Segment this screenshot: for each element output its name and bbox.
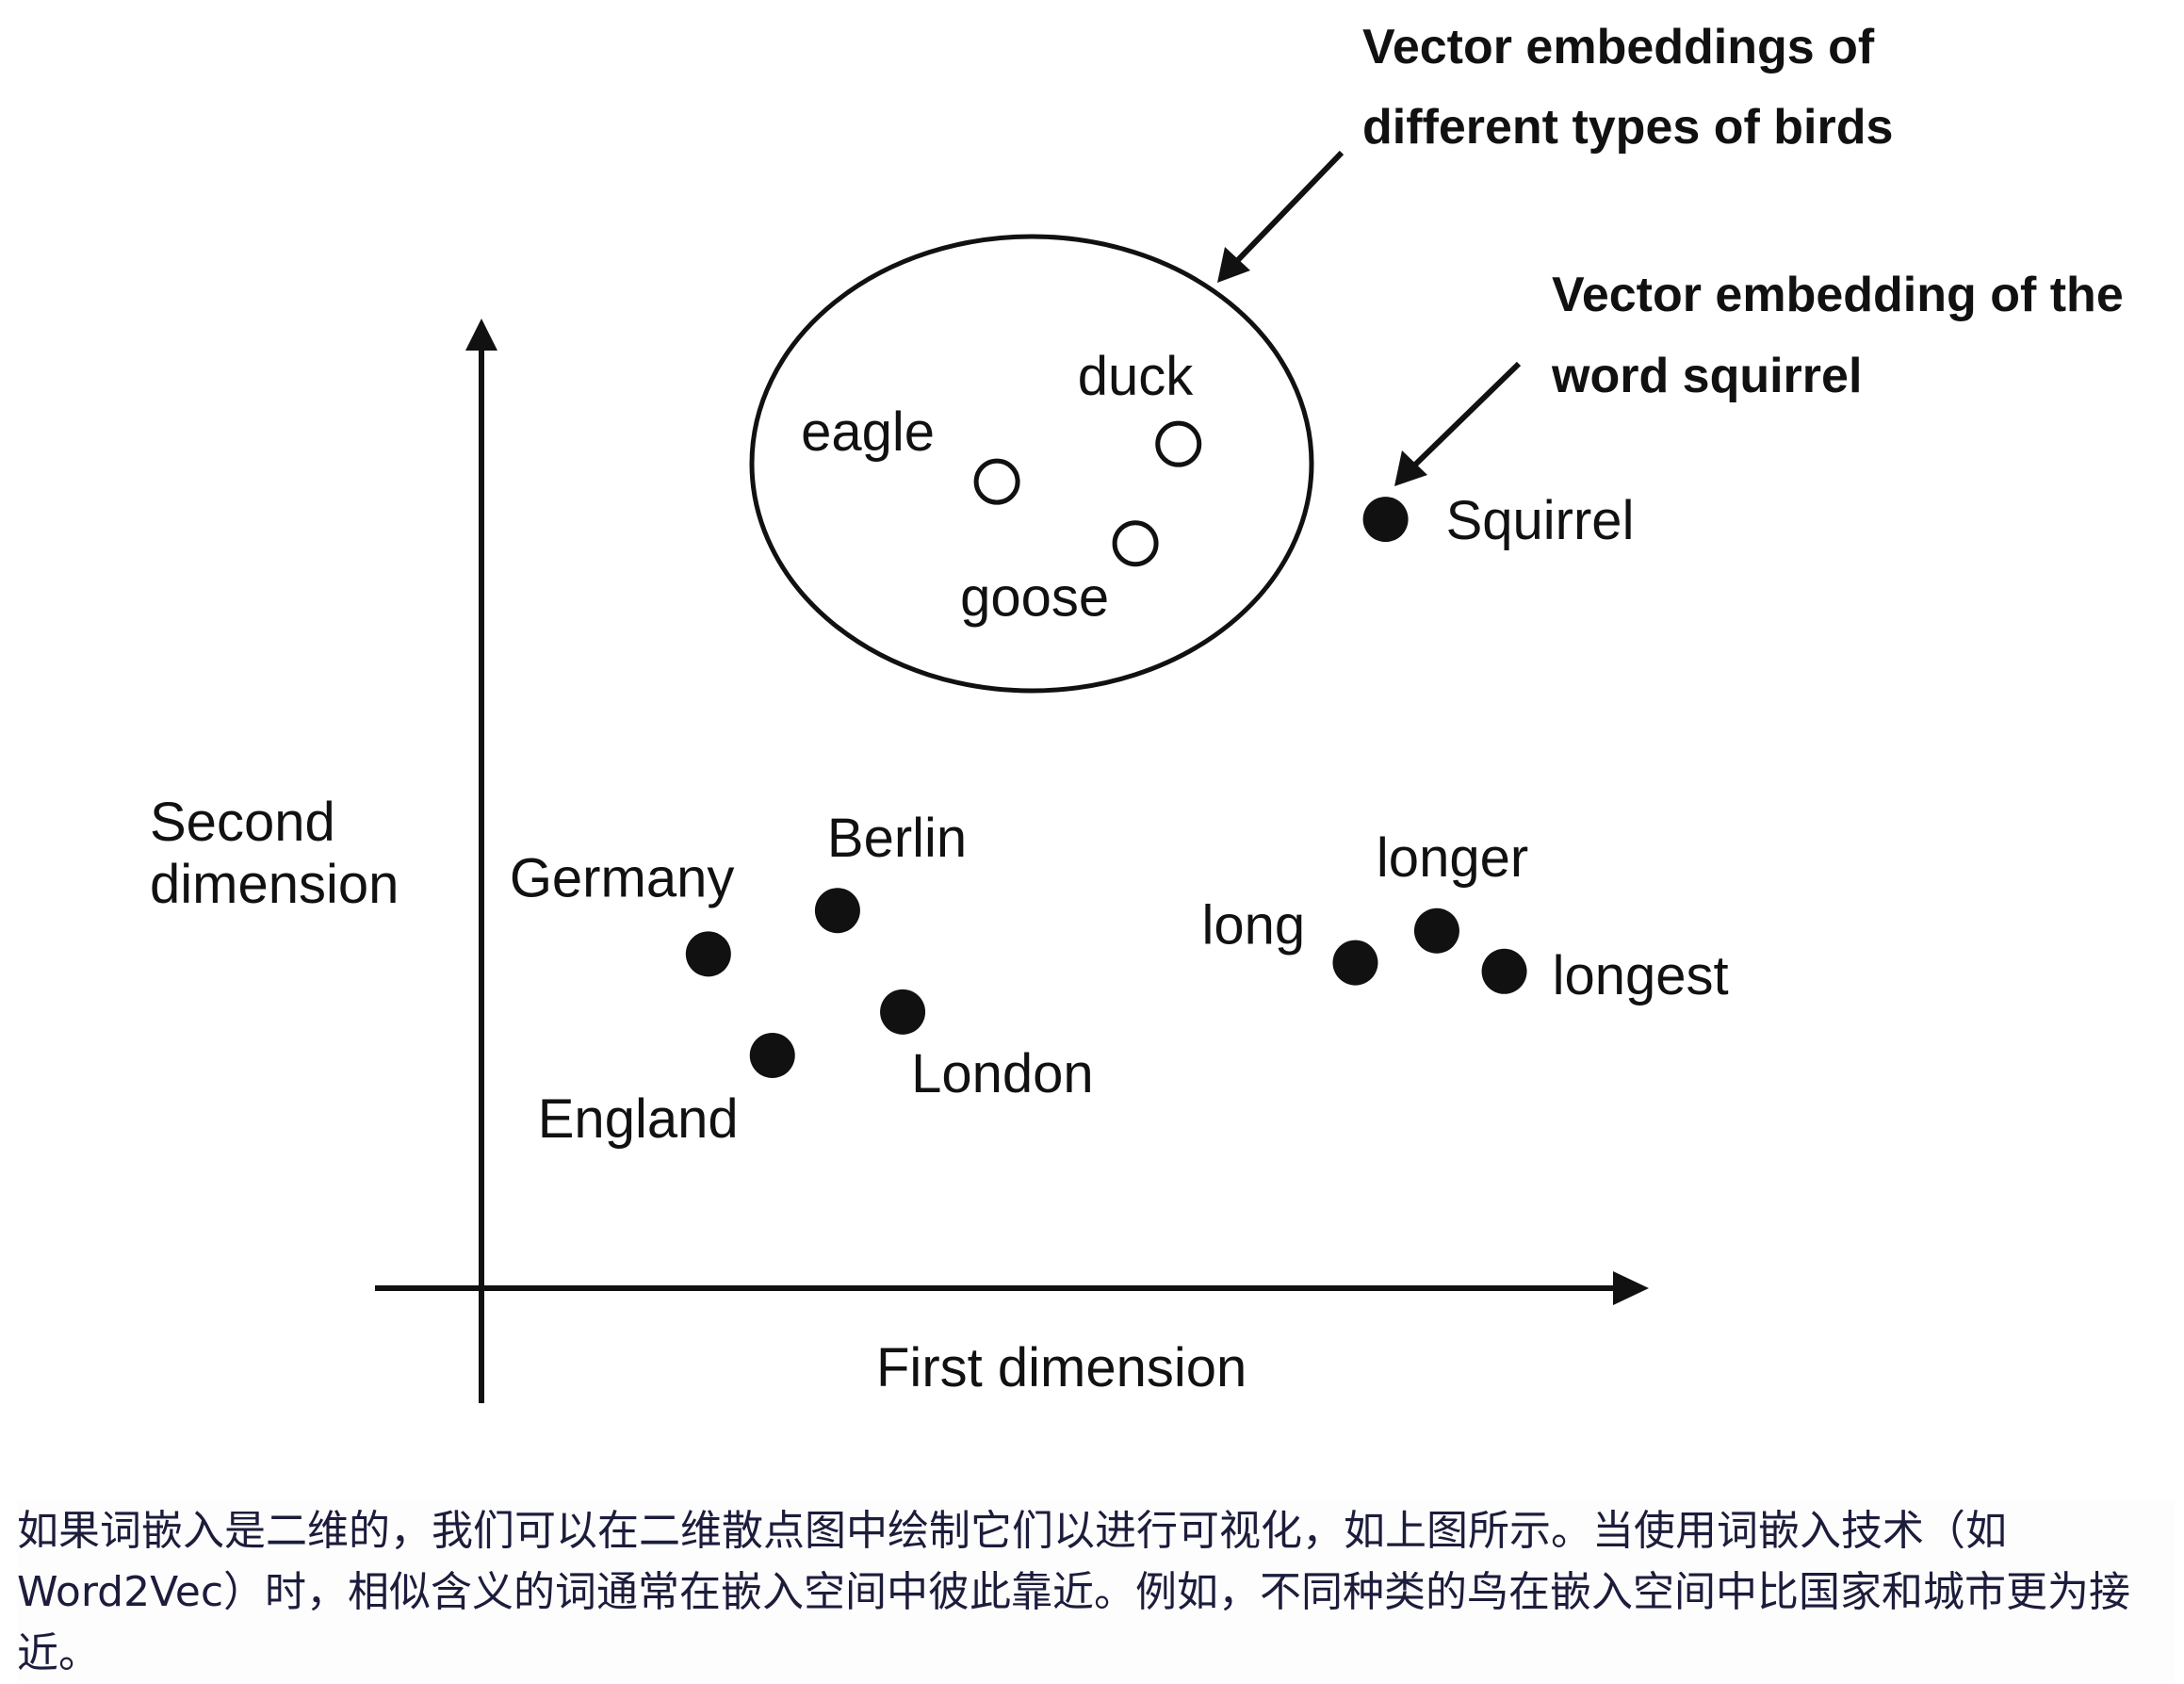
point-england — [749, 1032, 795, 1078]
point-label-london: London — [911, 1043, 1094, 1104]
annotation-squirrel-arrow — [1409, 361, 1522, 471]
point-london — [880, 989, 926, 1035]
point-long — [1332, 940, 1378, 986]
point-berlin — [814, 888, 860, 934]
point-label-longest: longest — [1553, 945, 1729, 1006]
points-layer: eagle duck goose Squirrel Germany Berlin Londo… — [510, 346, 1729, 1150]
annotation-squirrel-arrowhead — [1394, 450, 1427, 486]
point-squirrel — [1362, 497, 1409, 543]
point-label-squirrel: Squirrel — [1446, 490, 1635, 551]
point-duck — [1155, 420, 1202, 467]
point-goose — [1112, 520, 1159, 567]
y-axis-label-line2: dimension — [150, 854, 399, 915]
point-eagle — [973, 458, 1020, 505]
y-axis-label-line1: Second — [150, 792, 335, 853]
annotation-birds-line2: different types of birds — [1362, 100, 1893, 155]
point-longest — [1481, 948, 1527, 994]
birds-cluster-ellipse — [749, 234, 1314, 694]
y-axis-arrowhead — [465, 319, 497, 351]
point-label-long: long — [1201, 895, 1305, 956]
point-longer — [1413, 907, 1459, 954]
annotation-squirrel-line2: word squirrel — [1551, 349, 1862, 403]
caption-text: 如果词嵌入是二维的，我们可以在二维散点图中绘制它们以进行可视化，如上图所示。当使… — [17, 1500, 2175, 1684]
annotation-birds-arrow — [1231, 150, 1345, 267]
point-label-eagle: eagle — [801, 401, 935, 463]
annotation-birds-line1: Vector embeddings of — [1362, 20, 1875, 74]
annotation-birds-arrowhead — [1217, 247, 1250, 283]
point-label-germany: Germany — [510, 847, 735, 908]
x-axis-arrowhead — [1613, 1271, 1649, 1305]
point-label-duck: duck — [1078, 346, 1195, 407]
point-label-england: England — [538, 1088, 739, 1150]
point-germany — [685, 931, 731, 977]
point-label-berlin: Berlin — [827, 808, 967, 869]
annotation-squirrel-line1: Vector embedding of the — [1552, 268, 2124, 322]
point-label-longer: longer — [1377, 827, 1528, 889]
point-label-goose: goose — [960, 567, 1109, 629]
x-axis-label: First dimension — [876, 1337, 1247, 1398]
